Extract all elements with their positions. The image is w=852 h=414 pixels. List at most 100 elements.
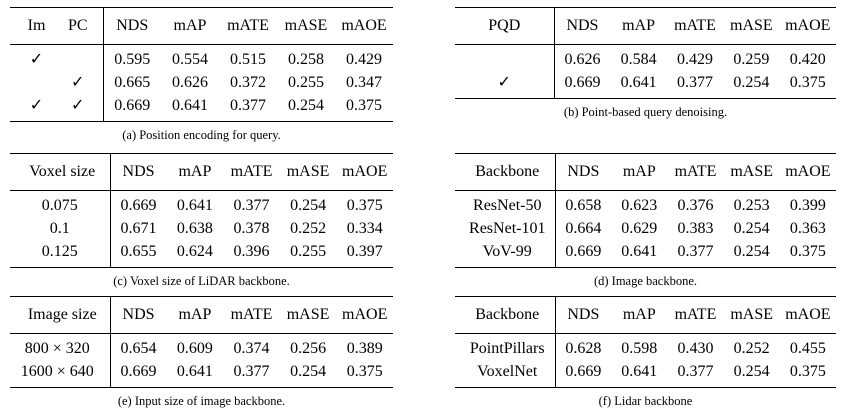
column-header-mase: mASE <box>279 296 337 334</box>
metric-value-cell: 0.595 <box>102 44 161 71</box>
header-row: Image size NDS mAP mATE mASE mAOE <box>10 296 393 334</box>
metric-value-cell: 0.641 <box>620 74 657 91</box>
results-table-a: Im PC NDS mAP mATE mASE mAOE ✓ 0.595 0.5… <box>10 7 393 122</box>
table-row: ✓ 0.669 0.641 0.377 0.254 0.375 <box>455 71 836 99</box>
table-row: ✓ 0.665 0.626 0.372 0.255 0.347 <box>10 71 393 94</box>
column-header-pqd: PQD <box>455 7 554 45</box>
column-header-nds: NDS <box>109 296 167 334</box>
header-row: Im PC NDS mAP mATE mASE mAOE <box>10 7 393 45</box>
column-header-backbone: Backbone <box>455 296 555 334</box>
metric-value-cell: 0.609 <box>176 340 213 357</box>
metric-value-cell: 0.641 <box>176 197 213 214</box>
metric-value-cell: 0.669 <box>102 94 161 122</box>
metric-value-cell: 0.626 <box>172 74 208 91</box>
table-caption-d: (d) Image backbone. <box>593 274 698 288</box>
metric-value-cell: 0.628 <box>554 333 612 360</box>
column-header-nds: NDS <box>554 296 612 334</box>
column-header-map: mAP <box>166 296 224 334</box>
metric-value-cell: 0.377 <box>677 363 714 380</box>
metric-value-cell: 0.252 <box>733 340 770 357</box>
ablation-table-c: Voxel size NDS mAP mATE mASE mAOE 0.075 … <box>10 153 393 289</box>
metric-value-cell: 0.669 <box>554 240 612 268</box>
column-header-nds: NDS <box>554 153 612 191</box>
ablation-table-e: Image size NDS mAP mATE mASE mAOE 800 × … <box>10 296 393 409</box>
row-label-cell: 1600 × 640 <box>20 363 94 380</box>
checkmark-cell <box>58 45 103 72</box>
metric-value-cell: 0.254 <box>733 220 770 237</box>
table-caption-a: (a) Position encoding for query. <box>122 128 281 142</box>
checkmark-cell: ✓ <box>29 97 44 114</box>
row-label-cell: VoV-99 <box>482 243 532 260</box>
checkmark-cell <box>10 71 58 94</box>
table-row: 0.1 0.671 0.638 0.378 0.252 0.334 <box>10 217 393 240</box>
column-header-nds: NDS <box>553 7 611 45</box>
metric-value-cell: 0.376 <box>677 197 714 214</box>
results-table-d: Backbone NDS mAP mATE mASE mAOE ResNet-5… <box>455 153 836 268</box>
column-header-mase: mASE <box>277 7 335 45</box>
header-row: PQD NDS mAP mATE mASE mAOE <box>455 7 836 45</box>
column-header-maoe: mAOE <box>336 153 393 191</box>
metric-value-cell: 0.399 <box>789 197 826 214</box>
metric-value-cell: 0.254 <box>733 243 770 260</box>
metric-value-cell: 0.429 <box>676 51 713 68</box>
metric-value-cell: 0.375 <box>789 243 826 260</box>
metric-value-cell: 0.641 <box>172 97 208 114</box>
metric-value-cell: 0.254 <box>733 74 770 91</box>
row-label-cell: ResNet-50 <box>473 197 542 214</box>
metric-value-cell: 0.654 <box>109 333 167 360</box>
column-header-map: mAP <box>611 153 668 191</box>
metric-value-cell: 0.255 <box>290 243 327 260</box>
metric-value-cell: 0.664 <box>554 217 612 240</box>
metric-value-cell: 0.430 <box>677 340 714 357</box>
metric-value-cell: 0.515 <box>230 51 266 68</box>
table-caption-c: (c) Voxel size of LiDAR backbone. <box>113 274 290 288</box>
metric-value-cell: 0.397 <box>346 243 383 260</box>
metric-value-cell: 0.396 <box>233 243 270 260</box>
table-row: PointPillars 0.628 0.598 0.430 0.252 0.4… <box>455 333 836 360</box>
metric-value-cell: 0.377 <box>676 74 713 91</box>
metric-value-cell: 0.378 <box>233 220 270 237</box>
metric-value-cell: 0.259 <box>733 51 770 68</box>
column-header-mase: mASE <box>723 153 780 191</box>
ablation-table-d: Backbone NDS mAP mATE mASE mAOE ResNet-5… <box>455 153 836 289</box>
column-header-nds: NDS <box>102 7 161 45</box>
metric-value-cell: 0.258 <box>288 51 324 68</box>
row-label-cell: 0.1 <box>49 220 70 237</box>
metric-value-cell: 0.638 <box>176 220 213 237</box>
metric-value-cell: 0.669 <box>553 71 611 99</box>
checkmark-cell: ✓ <box>71 97 85 114</box>
metric-value-cell: 0.254 <box>733 363 770 380</box>
metric-value-cell: 0.377 <box>230 97 266 114</box>
metric-value-cell: 0.669 <box>109 190 167 217</box>
metric-value-cell: 0.598 <box>621 340 658 357</box>
metric-value-cell: 0.252 <box>290 220 327 237</box>
table-row: ResNet-50 0.658 0.623 0.376 0.253 0.399 <box>455 190 836 217</box>
column-header-voxel-size: Voxel size <box>10 153 110 191</box>
results-table-e: Image size NDS mAP mATE mASE mAOE 800 × … <box>10 296 393 388</box>
checkmark-cell: ✓ <box>497 74 511 91</box>
column-header-backbone: Backbone <box>455 153 555 191</box>
metric-value-cell: 0.671 <box>109 217 167 240</box>
metric-value-cell: 0.629 <box>621 220 658 237</box>
column-header-nds: NDS <box>109 153 167 191</box>
metric-value-cell: 0.641 <box>176 363 213 380</box>
checkmark-cell: ✓ <box>71 74 85 91</box>
column-header-mase: mASE <box>279 153 337 191</box>
column-header-map: mAP <box>161 7 219 45</box>
column-header-mate: mATE <box>666 7 724 45</box>
metric-value-cell: 0.641 <box>621 243 658 260</box>
column-header-mate: mATE <box>667 296 724 334</box>
metric-value-cell: 0.254 <box>288 97 324 114</box>
results-table-b: PQD NDS mAP mATE mASE mAOE 0.626 0.584 0… <box>455 7 836 99</box>
metric-value-cell: 0.256 <box>290 340 327 357</box>
metric-value-cell: 0.669 <box>554 360 612 388</box>
table-row: 1600 × 640 0.669 0.641 0.377 0.254 0.375 <box>10 360 393 388</box>
metric-value-cell: 0.377 <box>233 197 270 214</box>
metric-value-cell: 0.641 <box>621 363 658 380</box>
metric-value-cell: 0.254 <box>290 363 327 380</box>
column-header-mase: mASE <box>723 7 780 45</box>
column-header-maoe: mAOE <box>779 296 836 334</box>
results-table-c: Voxel size NDS mAP mATE mASE mAOE 0.075 … <box>10 153 393 268</box>
metric-value-cell: 0.254 <box>290 197 327 214</box>
